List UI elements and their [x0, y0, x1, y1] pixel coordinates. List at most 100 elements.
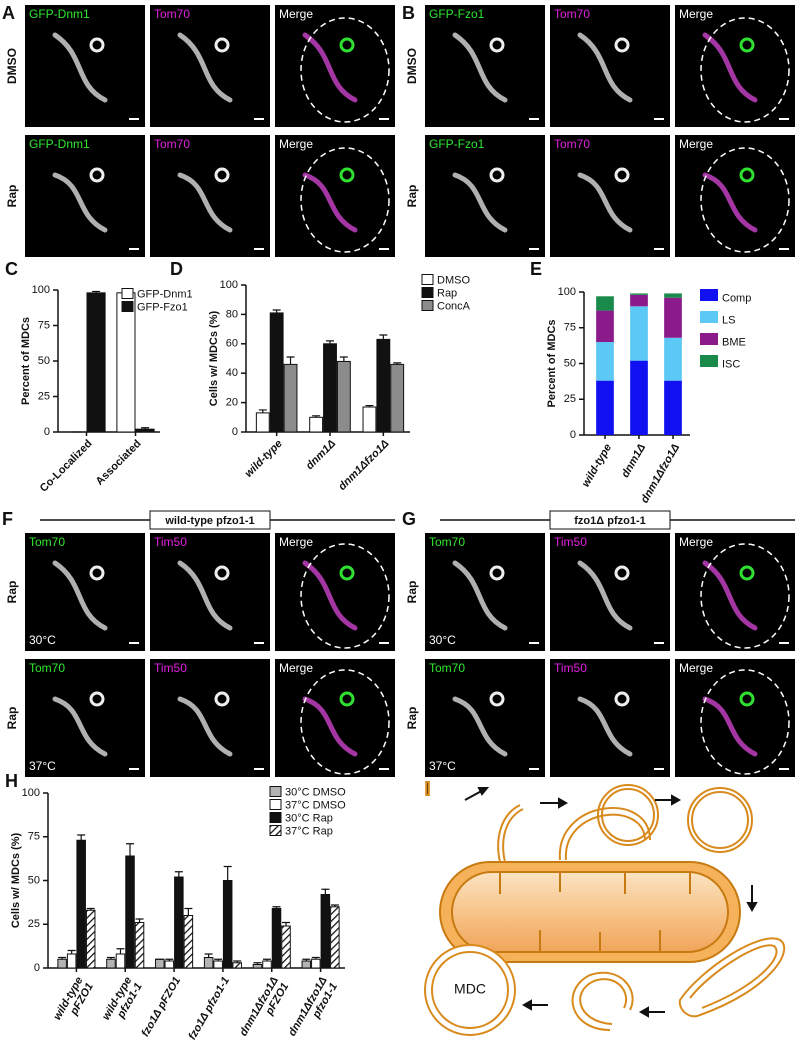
mdc-spot [214, 565, 230, 581]
y-tick-label: 100 [558, 286, 576, 298]
bar [232, 962, 242, 969]
bar [106, 958, 116, 969]
x-tick-label: wild-type [580, 442, 614, 489]
legend-swatch [269, 812, 282, 823]
bar [630, 360, 648, 435]
error-bar [321, 888, 330, 895]
mdc-spot [89, 691, 105, 707]
mdc-spot [489, 167, 505, 183]
bar [336, 360, 351, 433]
organelle [702, 172, 758, 233]
legend-label: ConcA [437, 300, 471, 312]
organelle [702, 32, 758, 103]
micrograph [150, 135, 270, 257]
bar [252, 964, 263, 969]
bar [664, 297, 682, 338]
micrograph [425, 659, 545, 777]
cell-outline [300, 17, 390, 123]
organelle [177, 560, 233, 631]
bar [203, 957, 214, 969]
micrograph [675, 135, 795, 257]
bar [115, 953, 126, 969]
error-bar [258, 409, 267, 413]
bar [664, 380, 682, 435]
row-label: Rap [5, 185, 19, 208]
bar [323, 343, 337, 433]
cell-outline [700, 147, 790, 253]
x-tick-label: fzo1Δ pfzo1-1 [186, 975, 232, 1042]
organelle [452, 560, 508, 631]
mdc-spot [489, 37, 505, 53]
channel-label: Tim50 [154, 535, 187, 549]
error-bar [272, 906, 281, 909]
error-bar [67, 949, 76, 954]
legend-label: ISC [722, 358, 740, 370]
header: wild-type pfzo1-1 [164, 515, 254, 527]
bar [596, 342, 614, 381]
y-tick-label: 25 [28, 918, 40, 930]
bar [116, 292, 136, 433]
x-tick-label: fzo1Δ pFZO1 [139, 975, 183, 1039]
error-bar [106, 956, 115, 960]
micrograph [425, 533, 545, 651]
bar [125, 855, 135, 969]
x-tick-label: Co-Localized [38, 438, 95, 495]
legend-label: DMSO [437, 274, 470, 286]
legend-swatch [269, 786, 282, 797]
channel-label: Merge [679, 137, 713, 151]
organelle [52, 696, 108, 757]
header-box [149, 510, 271, 530]
mdc-spot [489, 691, 505, 707]
cell-outline [700, 669, 790, 775]
y-tick-label: 0 [34, 962, 40, 974]
error-bar [116, 948, 125, 954]
legend-label: BME [722, 336, 746, 348]
bar [309, 416, 324, 433]
row-label: Rap [5, 581, 19, 604]
error-bar [77, 834, 86, 841]
bar [281, 925, 291, 969]
channel-label: Tom70 [29, 535, 65, 549]
x-tick-label: wild-type [243, 438, 285, 480]
mdc-spot [614, 167, 630, 183]
organelle [52, 172, 108, 233]
organelle [302, 560, 358, 631]
micrograph [425, 135, 545, 257]
mdc-spot [339, 167, 355, 183]
error-bar [282, 921, 291, 926]
x-tick-label: Associated [94, 438, 144, 488]
cell-outline [300, 669, 390, 775]
header-box [549, 510, 671, 530]
channel-label: GFP-Dnm1 [29, 7, 90, 21]
bar [174, 876, 184, 969]
error-bar [86, 907, 95, 911]
panel-letter: E [530, 259, 542, 279]
micrograph [25, 5, 145, 127]
bar [320, 894, 331, 969]
x-tick-label: dnm1Δfzo1Δ [336, 438, 391, 493]
error-bar [330, 904, 339, 907]
organelle [177, 696, 233, 757]
channel-label: Tim50 [154, 661, 187, 675]
error-bar [233, 960, 242, 963]
legend-label: GFP-Dnm1 [137, 288, 193, 300]
legend-swatch [700, 333, 718, 345]
bar [135, 428, 155, 433]
channel-label: Merge [279, 661, 313, 675]
bar [376, 338, 391, 433]
error-bar [286, 356, 295, 365]
mdc-spot [214, 37, 230, 53]
y-tick-label: 0 [232, 426, 238, 438]
y-tick-label: 40 [226, 367, 238, 379]
y-tick-label: 50 [38, 355, 50, 367]
channel-label: Tom70 [554, 7, 590, 21]
y-tick-label: 25 [38, 390, 50, 402]
micrograph [550, 135, 670, 257]
mdc-spot [739, 565, 755, 581]
bar [164, 960, 175, 969]
micrograph [275, 659, 395, 777]
micrograph [25, 659, 145, 777]
bar [664, 293, 682, 298]
mdc-spot [89, 37, 105, 53]
legend-label: LS [722, 314, 735, 326]
